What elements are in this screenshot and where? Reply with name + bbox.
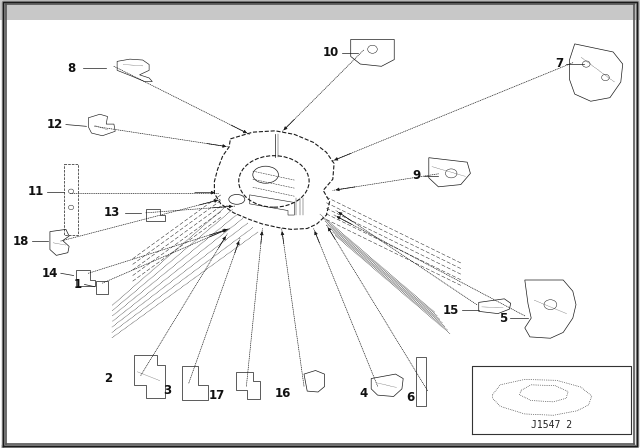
- Text: J1547 2: J1547 2: [531, 420, 572, 430]
- Text: 7: 7: [555, 57, 563, 70]
- Text: 11: 11: [28, 185, 44, 198]
- Text: 10: 10: [323, 46, 339, 60]
- Text: 13: 13: [104, 206, 120, 220]
- Text: 12: 12: [47, 118, 63, 131]
- Bar: [0, 0, 640, 20]
- Text: 16: 16: [275, 387, 291, 400]
- Text: 9: 9: [412, 169, 420, 182]
- Text: 4: 4: [360, 387, 368, 400]
- Text: 3: 3: [163, 384, 172, 397]
- Text: 2: 2: [104, 372, 112, 385]
- Text: 6: 6: [406, 391, 415, 405]
- Text: 5: 5: [499, 311, 507, 325]
- Text: 14: 14: [41, 267, 58, 280]
- Text: 15: 15: [443, 303, 460, 317]
- Text: 8: 8: [67, 61, 76, 75]
- Text: 18: 18: [12, 234, 29, 248]
- Text: 17: 17: [209, 388, 225, 402]
- Text: 1: 1: [74, 278, 82, 291]
